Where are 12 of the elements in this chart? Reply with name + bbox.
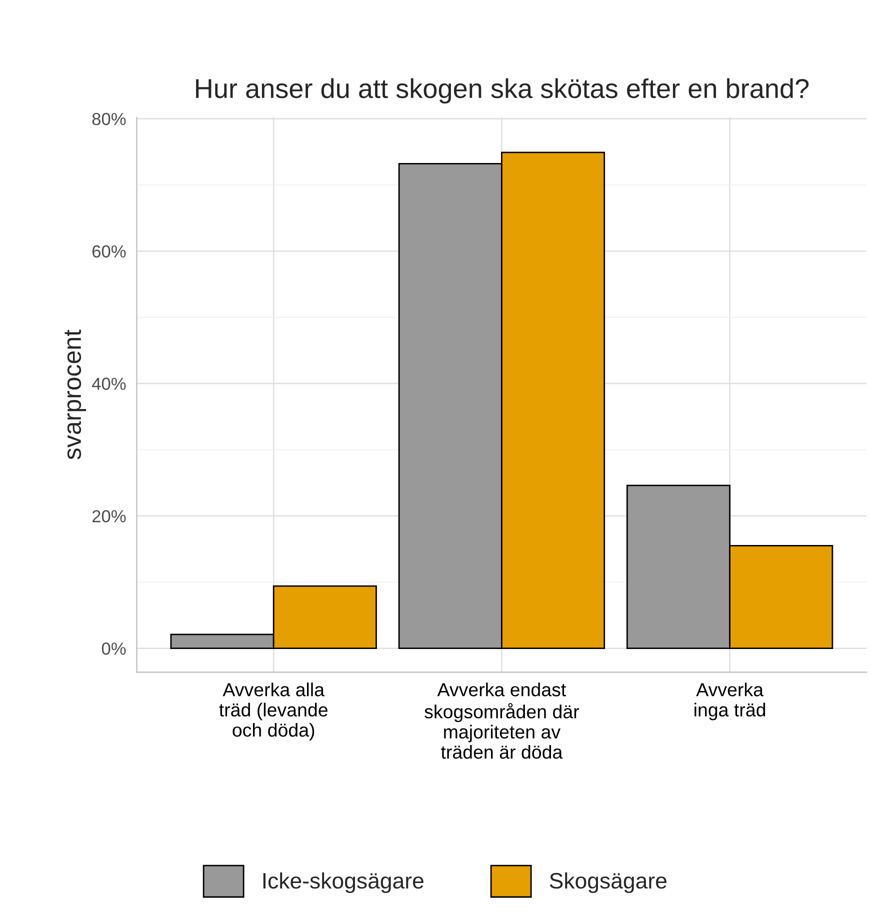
y-tick-label: 40% [92,378,126,390]
legend-label: Skogsägare [550,872,666,894]
y-tick-label: 20% [92,510,126,522]
x-tick-label: Avverka endast skogsområden där majoriteten av träden är döda [424,682,580,759]
chart-title: Hur anser du att skogen ska skötas efter en brand? [196,78,809,104]
y-axis-title: svarprocent [64,330,86,460]
y-tick-label: 80% [92,112,126,126]
x-tick-label: Avverka inga träd [694,682,766,720]
y-tick-label: 0% [102,642,126,655]
y-tick-label: 60% [92,245,126,258]
x-tick-label: Avverka alla träd (levande och döda) [219,682,328,740]
legend-label: Icke-skogsägare [263,872,424,894]
